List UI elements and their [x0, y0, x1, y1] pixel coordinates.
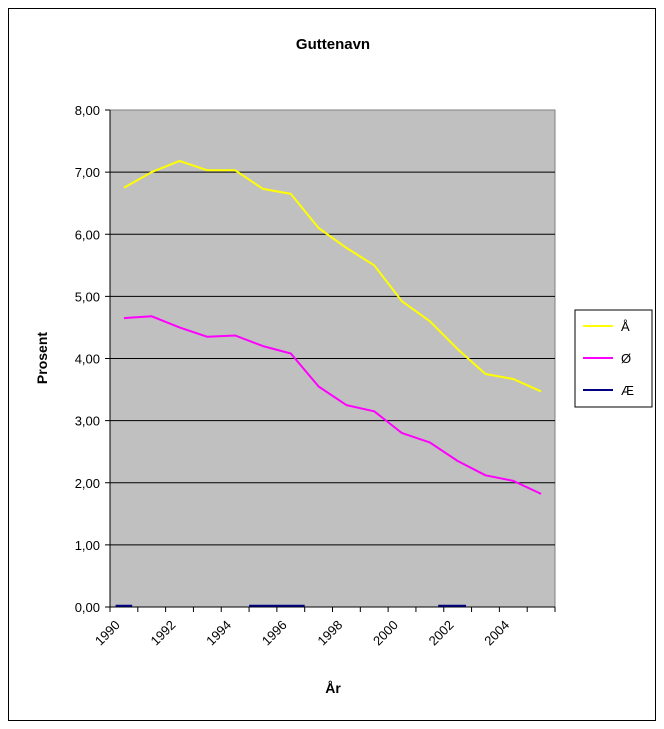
legend-oe-label: Ø [621, 351, 631, 366]
y-tick-label: 3,00 [75, 414, 100, 429]
x-tick-label: 1994 [203, 617, 234, 648]
y-tick-label: 0,00 [75, 600, 100, 615]
x-tick-label: 2000 [370, 617, 401, 648]
y-tick-label: 2,00 [75, 476, 100, 491]
y-tick-label: 8,00 [75, 103, 100, 118]
y-axis-ticks: 0,00 1,00 2,00 3,00 4,00 5,00 6,00 7,00 8,00 [75, 103, 110, 615]
series-aa-line [123, 159, 542, 393]
x-tick-label: 2004 [481, 617, 512, 648]
chart-title: Guttenavn [296, 36, 370, 53]
x-tick-label: 1990 [92, 617, 123, 648]
y-tick-label: 4,00 [75, 352, 100, 367]
y-tick-label: 7,00 [75, 165, 100, 180]
series-oe-line [123, 315, 542, 495]
y-tick-label: 6,00 [75, 227, 100, 242]
x-tick-label: 1992 [147, 617, 178, 648]
x-axis-title: År [325, 680, 341, 696]
x-tick-label: 1996 [259, 617, 290, 648]
gridlines [110, 171, 555, 546]
legend-aa-label: Å [621, 319, 630, 334]
x-tick-label: 1998 [314, 617, 345, 648]
y-tick-label: 1,00 [75, 538, 100, 553]
y-tick-label: 5,00 [75, 289, 100, 304]
y-axis-title: Prosent [34, 332, 50, 384]
series-lines [115, 159, 542, 607]
legend-ae-label: Æ [621, 383, 634, 398]
legend: Å Ø Æ [574, 309, 653, 408]
x-tick-label: 2002 [426, 617, 457, 648]
